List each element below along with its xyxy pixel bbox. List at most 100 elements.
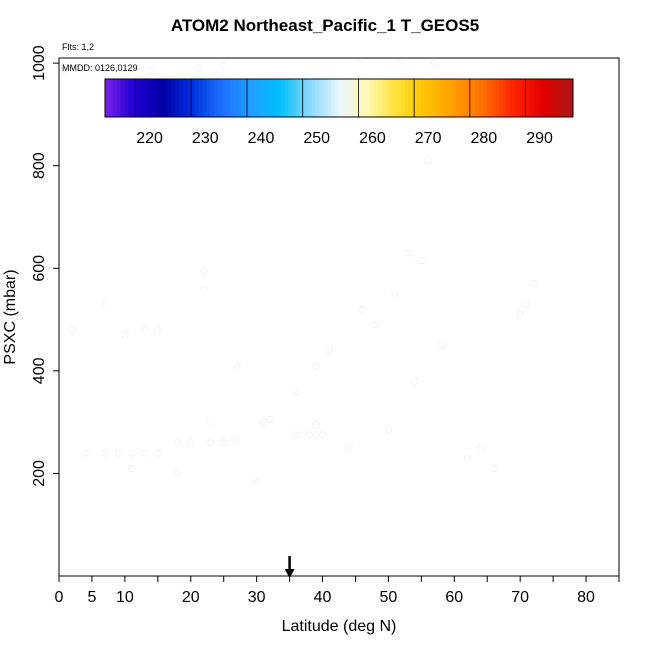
colorbar-swatch [459,79,465,117]
colorbar-swatch [210,79,215,117]
x-axis: 0 5 10 20 30 40 50 60 70 80 [55,576,620,606]
colorbar-tick-label: 270 [415,130,442,147]
colorbar-swatch [280,79,285,117]
colorbar-swatch [389,79,395,117]
observation-point [476,444,485,452]
colorbar-swatch [112,79,118,117]
colorbar-swatch [237,79,242,117]
y-axis-label: PSXC (mbar) [2,269,19,364]
colorbar-swatch [108,79,114,117]
colorbar-swatch [405,79,410,117]
colorbar-swatch [268,79,274,117]
colorbar-swatch [448,79,453,117]
colorbar-swatch [397,79,402,117]
colorbar-swatch [163,79,168,117]
observation-point [424,156,432,165]
observation-point [397,58,406,65]
observation-point [101,300,109,308]
y-tick-label: 600 [31,255,48,282]
y-axis: 200 400 600 800 1000 [31,45,59,487]
colorbar-swatch [475,79,480,117]
observation-point [312,362,320,370]
observation-point [206,438,215,447]
colorbar-tick-label: 240 [248,130,275,147]
colorbar-swatch [549,79,554,117]
observation-point [358,58,366,62]
colorbar-swatch [358,79,363,117]
observation-point [404,249,412,257]
x-tick-label: 10 [116,589,134,606]
observation-point [371,320,379,329]
colorbar-swatch [124,79,129,117]
latitude-marker-arrow [284,556,295,578]
colorbar-swatch [233,79,239,117]
colorbar-swatch [284,79,289,117]
chart-title: ATOM2 Northeast_Pacific_1 T_GEOS5 [170,16,480,35]
observation-point [490,464,498,472]
observation-point [61,67,70,75]
colorbar-tick-label: 290 [526,130,553,147]
colorbar-swatch [417,79,422,117]
observation-point [101,449,109,457]
colorbar-swatch [557,79,562,117]
colorbar-swatch [144,79,149,117]
colorbar-swatch [218,79,223,117]
flights-label: Flts: 1,2 [62,42,95,52]
colorbar-swatch [140,79,145,117]
observation-point [200,267,208,275]
colorbar-swatch [300,79,305,117]
colorbar-swatch [510,79,515,117]
colorbar-swatch [518,79,523,117]
y-tick-label: 800 [31,152,48,179]
observation-point [384,426,393,434]
observation-point [114,449,122,457]
colorbar-swatch [506,79,512,117]
dates-label: MMDD: 0126,0129 [62,63,138,73]
colorbar-swatch [514,79,519,117]
observation-point [529,279,538,288]
x-tick-label: 50 [380,589,398,606]
colorbar-swatch [194,79,200,117]
observation-point [252,478,261,487]
colorbar-swatch [561,79,566,117]
observation-point [345,444,353,452]
colorbar-swatch [366,79,371,117]
colorbar-swatch [565,79,570,117]
colorbar-swatch [171,79,176,117]
colorbar-swatch [491,79,496,117]
colorbar-swatch [120,79,125,117]
colorbar-swatch [307,79,313,117]
observation-point [233,436,241,444]
colorbar-swatch [257,79,262,117]
colorbar-swatch [206,79,211,117]
colorbar-swatch [116,79,122,117]
observation-point [411,377,419,385]
colorbar-swatch [354,79,359,117]
colorbar-swatch [198,79,203,117]
x-tick-label: 20 [182,589,200,606]
colorbar-swatch [479,79,484,117]
colorbar-swatch [147,79,153,117]
colorbar-swatch [136,79,141,117]
colorbar-swatch [253,79,258,117]
observation-point [220,61,228,70]
colorbar-swatch [323,79,328,117]
colorbar-swatch [537,79,543,117]
colorbar-swatch [409,79,414,117]
colorbar-tick-label: 250 [303,130,330,147]
colorbar-swatch [487,79,492,117]
colorbar-swatch [432,79,437,117]
colorbar-swatch [526,79,531,117]
observation-point [127,449,136,457]
colorbar-swatch [424,79,430,117]
colorbar-swatch [229,79,235,117]
x-axis-label: Latitude (deg N) [282,618,397,635]
colorbar-swatch [202,79,207,117]
marker-head [284,569,295,578]
y-tick-label: 400 [31,357,48,384]
colorbar-swatch [440,79,445,117]
observation-point [147,67,155,75]
plot-frame [58,57,620,577]
colorbar-swatch [159,79,164,117]
